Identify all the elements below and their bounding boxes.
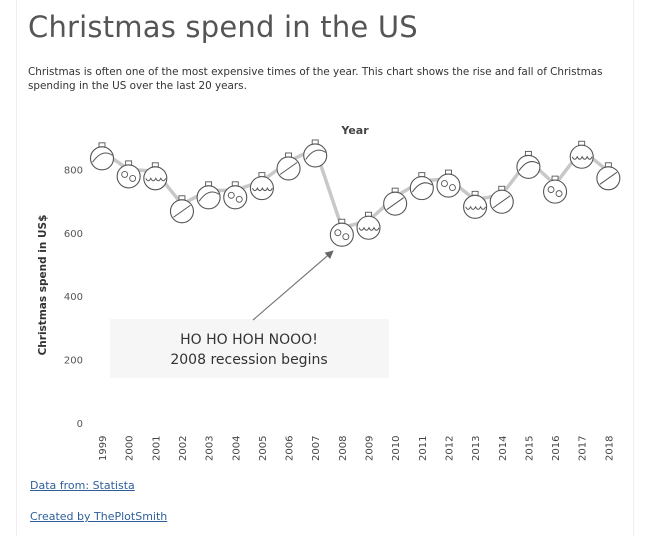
ornament-point [89, 142, 115, 171]
data-source-link[interactable]: Data from: Statista [30, 479, 135, 492]
y-tick-label: 800 [64, 165, 83, 176]
x-tick-label: 2000 [125, 436, 136, 461]
x-tick-label: 2008 [338, 436, 349, 461]
credit-link[interactable]: Created by ThePlotSmith [30, 510, 168, 523]
x-tick-label: 2007 [311, 436, 322, 461]
ornament-point [436, 169, 461, 198]
ornament-point [516, 150, 541, 179]
ornament-point [169, 195, 194, 224]
x-tick-label: 2012 [444, 436, 455, 461]
page-subtitle: Christmas is often one of the most expen… [28, 66, 603, 92]
y-axis-title: Christmas spend in US$ [37, 215, 49, 356]
ornament-point [383, 187, 408, 216]
x-tick-label: 2011 [418, 436, 429, 461]
ornament-point [329, 218, 354, 247]
x-tick-label: 2009 [365, 436, 376, 461]
ornament-point [409, 172, 434, 201]
ornament-point [569, 140, 594, 169]
ornament-point [356, 211, 381, 240]
x-tick-label: 2016 [551, 436, 562, 461]
ornament-point [463, 190, 488, 219]
ornament-point [489, 185, 514, 214]
x-tick-label: 2017 [578, 436, 589, 461]
x-tick-label: 2006 [285, 436, 296, 461]
x-tick-label: 2003 [205, 436, 216, 461]
annotation-line-2: 2008 recession begins [170, 352, 327, 368]
ornament-point [143, 162, 168, 191]
annotation: HO HO HOH NOOO! 2008 recession begins [110, 250, 389, 378]
ornament-point [276, 152, 301, 181]
x-tick-label: 2018 [604, 436, 615, 461]
x-tick-label: 1999 [98, 436, 109, 461]
y-tick-label: 0 [77, 419, 83, 430]
x-tick-label: 2015 [524, 436, 535, 461]
x-axis-ticks: 1999 2000 2001 2002 2003 2004 2005 2006 2007 2008… [98, 436, 615, 461]
annotation-box [110, 319, 389, 378]
x-tick-label: 2002 [178, 436, 189, 461]
y-axis-ticks: 0 200 400 600 800 [64, 165, 83, 430]
x-tick-label: 2010 [391, 436, 402, 461]
x-tick-label: 2001 [151, 436, 162, 461]
x-tick-label: 2004 [231, 436, 242, 461]
ornament-point [249, 172, 274, 201]
ornament-point [116, 160, 141, 189]
ornament-point [223, 181, 248, 210]
ornament-point [196, 181, 221, 210]
annotation-line-1: HO HO HOH NOOO! [180, 332, 318, 348]
y-tick-label: 200 [64, 356, 83, 367]
page-title: Christmas spend in the US [28, 10, 418, 44]
y-tick-label: 400 [64, 292, 83, 303]
annotation-arrow [252, 250, 334, 321]
ornament-markers [89, 139, 621, 247]
dashboard-panel [16, 0, 634, 536]
x-tick-label: 2014 [498, 436, 509, 461]
y-tick-label: 600 [64, 229, 83, 240]
ornament-point [303, 139, 328, 168]
x-tick-label: 2005 [258, 436, 269, 461]
ornament-point [596, 162, 621, 191]
x-axis-title: Year [340, 124, 369, 137]
ornament-point [542, 175, 568, 204]
x-tick-label: 2013 [471, 436, 482, 461]
